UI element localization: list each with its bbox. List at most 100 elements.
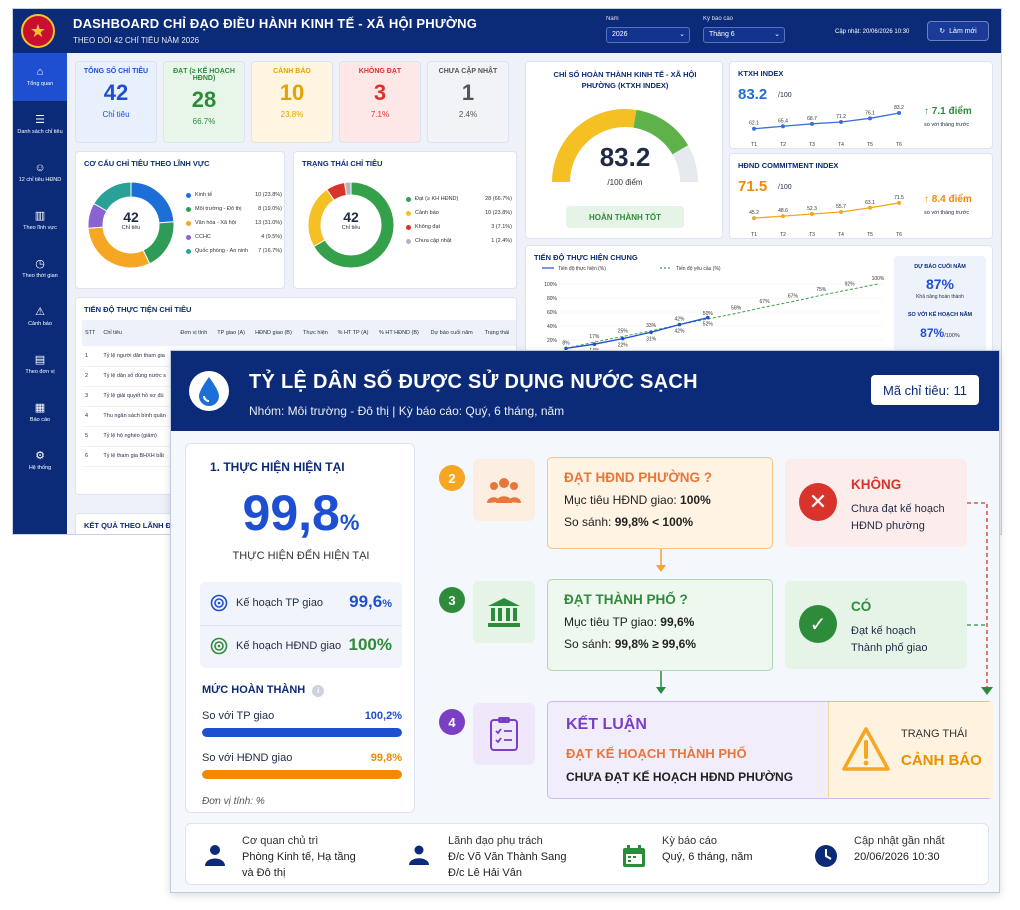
- kpi-sub: 7.1%: [370, 110, 390, 119]
- table-header-cell[interactable]: TP giao (A): [214, 320, 253, 346]
- footer-period-value: Quý, 6 tháng, năm: [662, 850, 753, 863]
- hdnd-compare-value: 99,8% < 100%: [614, 515, 694, 529]
- row-stt: 5: [82, 426, 101, 447]
- row-stt: 4: [82, 406, 101, 427]
- city-answer-text: Đạt kế hoạch Thành phố giao: [851, 623, 927, 656]
- current-sub: THỰC HIỆN ĐẾN HIỆN TẠI: [232, 550, 370, 562]
- info-icon[interactable]: i: [312, 685, 325, 697]
- sidebar-item[interactable]: ▦ Báo cáo: [13, 389, 67, 437]
- x-circle-icon: ✕: [799, 483, 837, 521]
- building-icon: ▥: [34, 209, 46, 222]
- row-name: Thu ngân sách bình quân: [100, 406, 178, 427]
- dashboard-header: ★ DASHBOARD CHỈ ĐẠO ĐIỀU HÀNH KINH TẾ - …: [13, 9, 1001, 53]
- detail-title: TỶ LỆ DÂN SỐ ĐƯỢC SỬ DỤNG NƯỚC SẠCH: [249, 371, 698, 393]
- legend-actual-label: Tiến độ thực hiện (%): [558, 266, 606, 272]
- table-header-cell[interactable]: % HT TP (A): [334, 320, 376, 346]
- structure-center-label: Chỉ tiêu: [121, 225, 141, 231]
- donut-slice: [93, 181, 132, 212]
- table-header-cell[interactable]: Thực hiện: [300, 320, 335, 346]
- current-title: 1. THỰC HIỆN HIỆN TẠI: [210, 460, 345, 474]
- kpi-sub: Chỉ tiêu: [102, 110, 130, 119]
- sidebar-item[interactable]: ⌂ Tổng quan: [13, 53, 67, 101]
- city-compare-label: So sánh:: [564, 637, 615, 651]
- sparkline-value-label: 68.7: [807, 116, 817, 122]
- clipboard-icon: [473, 703, 535, 765]
- kpi-card[interactable]: TỔNG SỐ CHỈ TIÊU 42 Chỉ tiêu: [75, 61, 157, 143]
- sidebar-item[interactable]: ☰ Danh sách chỉ tiêu: [13, 101, 67, 149]
- table-header-cell[interactable]: HĐND giao (B): [252, 320, 301, 346]
- legend-label: Cảnh báo: [415, 210, 439, 216]
- plan-compare-value: 87%: [920, 326, 945, 340]
- check-circle-icon: ✓: [799, 605, 837, 643]
- structure-center-value: 42: [123, 209, 139, 225]
- legend-item: Cảnh báo 10 (23.8%): [406, 206, 512, 220]
- hdnd-answer-line1: Chưa đạt kế hoạch: [851, 503, 945, 515]
- footer-leader-value: Đ/c Võ Văn Thành Sang: [448, 850, 567, 863]
- alert-icon: ⚠: [35, 305, 45, 318]
- sparkline-value-label: 55.7: [836, 204, 846, 210]
- indicator-detail-panel: TỶ LỆ DÂN SỐ ĐƯỢC SỬ DỤNG NƯỚC SẠCH Nhóm…: [170, 350, 1000, 893]
- status-center-label: Chỉ tiêu: [341, 225, 361, 231]
- kpi-card[interactable]: CHƯA CẬP NHẬT 1 2.4%: [427, 61, 509, 143]
- sidebar-item[interactable]: ▥ Theo lĩnh vực: [13, 197, 67, 245]
- legend-swatch: [406, 238, 411, 244]
- sidebar-item-label: Theo thời gian: [22, 273, 58, 280]
- emblem-logo: ★: [21, 14, 55, 48]
- sparkline-point: [752, 216, 756, 221]
- legend-item: Môi trường - Đô thị 8 (19.0%): [186, 202, 282, 216]
- step-2-badge: 2: [439, 465, 465, 491]
- legend-label: Môi trường - Đô thị: [195, 206, 242, 212]
- status-card: TRẠNG THÁI CHỈ TIÊU 42 Chỉ tiêu Đạt (≥ K…: [293, 151, 517, 289]
- hdnd-answer-line2: HĐND phường: [851, 519, 925, 532]
- gauge-badge: HOÀN THÀNH TỐT: [566, 206, 684, 228]
- year-select[interactable]: 2026 ⌄: [606, 27, 690, 43]
- gauge-value: 83.2: [599, 142, 651, 172]
- sparkline-line: [753, 112, 900, 130]
- table-header-cell[interactable]: Chỉ tiêu: [100, 320, 178, 346]
- sparkline-x-label: T6: [896, 142, 902, 148]
- legend-item: Không đạt 3 (7.1%): [406, 220, 512, 234]
- table-header-cell[interactable]: Trạng thái: [481, 320, 516, 346]
- conclusion-line1: ĐẠT KẾ HOẠCH THÀNH PHỐ: [566, 746, 747, 761]
- kpi-card[interactable]: CẢNH BÁO 10 23.8%: [251, 61, 333, 143]
- hdnd-target-label: Mục tiêu HĐND giao:: [564, 493, 681, 507]
- table-header-cell[interactable]: Đơn vị tính: [177, 320, 215, 346]
- hdnd-title: HĐND COMMITMENT INDEX: [738, 161, 839, 170]
- gear-icon: ⚙: [35, 449, 45, 462]
- plan-compare-title: SO VỚI KẾ HOẠCH NĂM: [907, 312, 973, 318]
- sparkline-x-label: T3: [809, 232, 815, 238]
- dashboard-title: DASHBOARD CHỈ ĐẠO ĐIỀU HÀNH KINH TẾ - XÃ…: [73, 16, 478, 31]
- sidebar-item[interactable]: ▤ Theo đơn vị: [13, 341, 67, 389]
- refresh-label: Làm mới: [949, 27, 977, 35]
- plan-hdnd-value: 100%: [348, 635, 392, 654]
- kpi-card[interactable]: ĐẠT (≥ KẾ HOẠCH HĐND) 28 66.7%: [163, 61, 245, 143]
- clock-icon: ◷: [35, 257, 45, 270]
- hdnd-answer-box: ✕ KHÔNG Chưa đạt kế hoạch HĐND phường: [785, 459, 967, 547]
- sparkline-value-label: 76.1: [865, 110, 875, 116]
- legend-label: Chưa cập nhật: [415, 238, 452, 244]
- legend-item: Đạt (≥ KH HĐND) 28 (66.7%): [406, 192, 512, 206]
- refresh-button[interactable]: ↻ Làm mới: [927, 21, 989, 41]
- table-header-cell[interactable]: % HT HĐND (B): [375, 320, 428, 346]
- target-value-label: 67%: [788, 294, 799, 300]
- sidebar-item[interactable]: ☺ 12 chỉ tiêu HĐND: [13, 149, 67, 197]
- sparkline-point: [839, 119, 843, 124]
- sidebar-item[interactable]: ⚠ Cảnh báo: [13, 293, 67, 341]
- period-select[interactable]: Tháng 6 ⌄: [703, 27, 785, 43]
- sidebar-item[interactable]: ◷ Theo thời gian: [13, 245, 67, 293]
- legend-value: 4 (9.5%): [261, 234, 282, 240]
- sidebar-item[interactable]: ⚙ Hệ thống: [13, 437, 67, 485]
- city-target-label: Mục tiêu TP giao:: [564, 615, 661, 629]
- legend-swatch: [186, 234, 191, 240]
- table-header-cell[interactable]: Dự báo cuối năm: [427, 320, 482, 346]
- sparkline-value-label: 63.1: [865, 200, 875, 206]
- sparkline-value-label: 65.4: [778, 118, 788, 124]
- progress-chart: Tiến độ thực hiện (%) Tiến độ yêu cầu (%)…: [542, 266, 885, 358]
- y-tick-label: 20%: [547, 338, 558, 344]
- footer-leader-value2: Đ/c Lê Hải Vân: [448, 866, 522, 879]
- unit-note: Đơn vị tính: %: [202, 796, 265, 807]
- footer-leader: Lãnh đạo phụ trách Đ/c Võ Văn Thành Sang Đ…: [448, 834, 566, 882]
- kpi-value: 3: [373, 80, 387, 105]
- table-header-cell[interactable]: STT: [82, 320, 101, 346]
- kpi-card[interactable]: KHÔNG ĐẠT 3 7.1%: [339, 61, 421, 143]
